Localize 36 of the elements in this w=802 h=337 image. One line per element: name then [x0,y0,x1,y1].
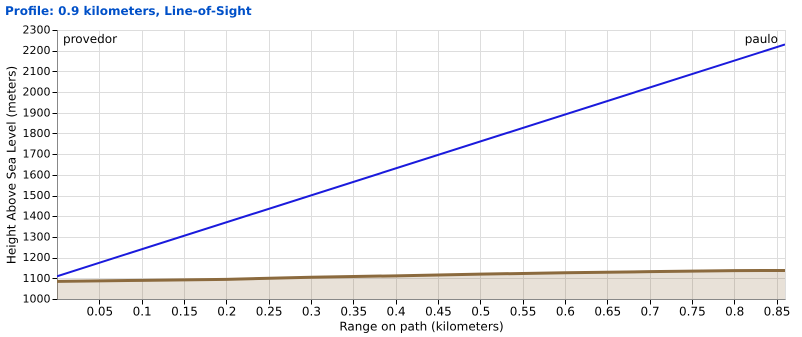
x-tick-label: 0.55 [510,304,536,318]
chart-title: Profile: 0.9 kilometers, Line-of-Sight [5,4,252,18]
y-tick-label: 1600 [22,168,50,182]
x-tick-label: 0.6 [556,304,575,318]
y-tick-label: 2300 [22,24,50,36]
x-tick-label: 0.8 [725,304,744,318]
y-tick-label: 2100 [22,64,50,78]
x-tick-label: 0.2 [217,304,236,318]
x-tick-label: 0.3 [302,304,321,318]
y-tick-label: 1800 [22,126,50,140]
y-tick-label: 1200 [22,251,50,264]
x-tick-label: 0.25 [256,304,282,318]
x-tick-label: 0.35 [340,304,368,318]
x-tick-label: 0.1 [132,304,152,318]
annotation: provedor [63,32,118,46]
x-tick-label: 0.65 [594,304,622,318]
x-axis-title: Range on path (kilometers) [339,320,504,334]
y-tick-label: 1700 [22,148,50,161]
y-tick-label: 1500 [22,189,50,202]
x-tick-label: 0.7 [640,304,660,318]
x-tick-label: 0.15 [171,304,198,318]
y-tick-label: 2200 [22,44,50,58]
y-tick-label: 1000 [22,292,50,306]
y-tick-label: 1400 [22,210,50,223]
y-tick-label: 1300 [22,230,50,244]
y-tick-label: 1900 [22,106,50,120]
y-tick-label: 2000 [22,86,50,99]
annotation: paulo [744,32,778,46]
x-tick-label: 0.05 [86,304,114,318]
x-tick-label: 0.75 [679,304,706,318]
x-tick-label: 0.85 [764,304,790,318]
x-tick-label: 0.4 [386,304,406,318]
x-tick-label: 0.45 [425,304,452,318]
x-tick-label: 0.5 [471,304,490,318]
y-tick-label: 1100 [22,272,50,285]
y-axis-title: Height Above Sea Level (meters) [4,66,19,264]
